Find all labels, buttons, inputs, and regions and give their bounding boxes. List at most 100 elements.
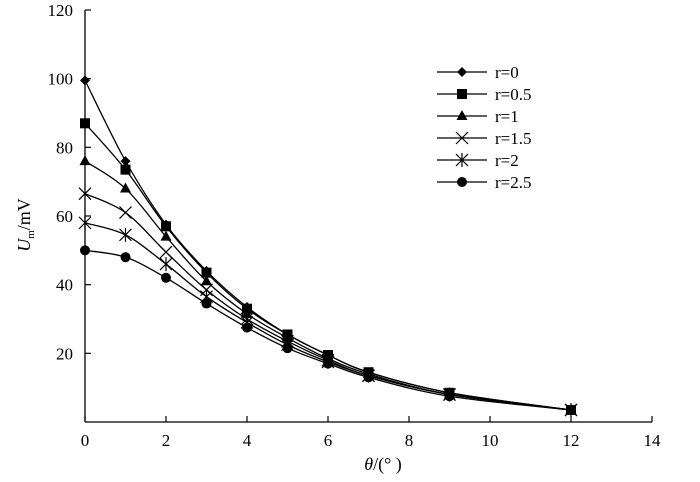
y-axis-unit: /mV <box>14 198 34 230</box>
legend-item: r=0 <box>437 63 519 82</box>
series-5 <box>80 245 576 415</box>
marker-circle <box>323 358 333 369</box>
y-axis-symbol: U <box>14 238 34 252</box>
marker-triangle <box>79 155 91 166</box>
diamond-shape <box>80 75 90 86</box>
marker-triangle <box>241 307 253 318</box>
legend-item: r=2 <box>437 151 519 170</box>
y-axis-subscript: m <box>25 230 37 239</box>
x-shape <box>78 187 92 201</box>
circle-shape <box>457 177 467 187</box>
axes <box>84 10 652 423</box>
x-tick-label: 10 <box>482 431 499 450</box>
square-shape <box>457 89 467 99</box>
triangle-shape <box>160 230 172 241</box>
square-shape <box>201 267 212 278</box>
x-axis-title: θ/(° ) <box>364 454 402 475</box>
series-line <box>84 222 572 411</box>
marker-square <box>120 164 131 175</box>
y-tick-label: 20 <box>56 344 73 363</box>
circle-shape <box>566 404 576 415</box>
series-line <box>84 249 572 411</box>
circle-shape <box>161 272 171 283</box>
marker-triangle <box>160 230 172 241</box>
marker-diamond <box>120 156 131 167</box>
circle-shape <box>444 391 455 402</box>
x-axis-unit: /(° ) <box>373 454 402 475</box>
circle-shape <box>80 245 90 256</box>
x-tick-label: 0 <box>81 431 90 450</box>
legend-item: r=0.5 <box>437 85 532 104</box>
x-shape <box>159 245 173 259</box>
marker-x <box>455 131 469 145</box>
x-shape <box>455 131 469 145</box>
marker-circle <box>242 322 252 333</box>
series-2 <box>79 155 577 414</box>
triangle-shape <box>456 110 468 120</box>
circle-shape <box>120 252 131 263</box>
circle-shape <box>323 358 333 369</box>
marker-diamond <box>80 75 90 86</box>
x-tick-label: 12 <box>563 431 580 450</box>
asterisk-shape <box>119 227 132 242</box>
marker-circle <box>161 272 171 283</box>
legend-label: r=2 <box>495 151 519 170</box>
x-tick-label: 4 <box>243 431 252 450</box>
legend-label: r=1.5 <box>495 129 532 148</box>
triangle-shape <box>201 275 212 286</box>
marker-square <box>457 89 467 99</box>
y-ticks: 20 40 60 80 100 120 <box>48 1 91 363</box>
diamond-shape <box>120 156 131 167</box>
marker-triangle <box>201 275 212 286</box>
marker-circle <box>80 245 90 256</box>
y-tick-label: 80 <box>56 138 73 157</box>
marker-triangle <box>120 182 131 193</box>
square-shape <box>161 221 171 232</box>
y-tick-label: 120 <box>48 1 74 20</box>
y-tick-label: 60 <box>56 207 73 226</box>
square-shape <box>120 164 131 175</box>
x-ticks: 0 2 4 6 8 10 12 14 <box>81 416 661 450</box>
legend-item: r=1.5 <box>437 129 532 148</box>
marker-circle <box>120 252 131 263</box>
diamond-shape <box>457 67 467 77</box>
y-tick-label: 40 <box>56 276 73 295</box>
marker-asterisk <box>455 153 469 167</box>
legend-label: r=1 <box>495 107 519 126</box>
legend-label: r=2.5 <box>495 173 532 192</box>
marker-square <box>80 118 90 129</box>
asterisk-shape <box>78 215 92 230</box>
circle-shape <box>282 343 293 354</box>
marker-x <box>159 245 173 259</box>
asterisk-shape <box>455 153 469 167</box>
marker-square <box>161 221 171 232</box>
marker-asterisk <box>119 227 132 242</box>
marker-circle <box>444 391 455 402</box>
asterisk-shape <box>159 257 173 272</box>
circle-shape <box>201 298 212 309</box>
marker-circle <box>566 404 576 415</box>
x-shape <box>119 206 132 219</box>
circle-shape <box>242 322 252 333</box>
marker-circle <box>201 298 212 309</box>
legend-label: r=0 <box>495 63 519 82</box>
triangle-shape <box>120 182 131 193</box>
series-4 <box>78 215 578 417</box>
marker-circle <box>363 372 374 383</box>
marker-circle <box>282 343 293 354</box>
series-group <box>78 75 578 417</box>
marker-circle <box>457 177 467 187</box>
x-tick-label: 8 <box>405 431 414 450</box>
series-line <box>84 160 572 411</box>
marker-triangle <box>456 110 468 120</box>
x-tick-label: 6 <box>324 431 333 450</box>
series-line <box>84 122 572 411</box>
triangle-shape <box>79 155 91 166</box>
marker-square <box>201 267 212 278</box>
legend-label: r=0.5 <box>495 85 532 104</box>
marker-asterisk <box>159 257 173 272</box>
triangle-shape <box>241 307 253 318</box>
y-axis-title: Um/mV <box>14 198 37 252</box>
square-shape <box>80 118 90 129</box>
